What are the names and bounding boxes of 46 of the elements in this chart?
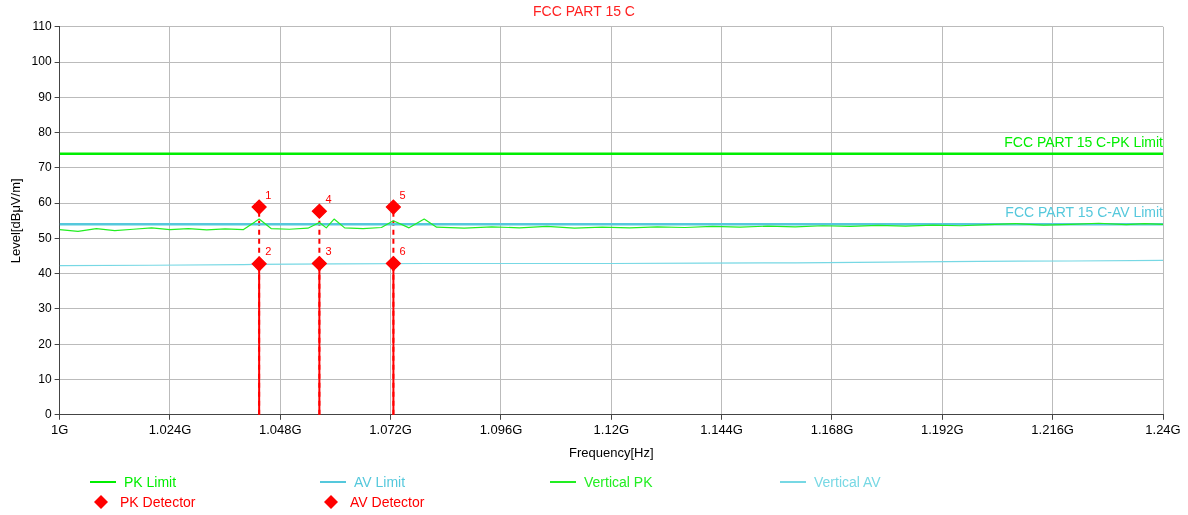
- y-tick-label: 20: [38, 336, 52, 351]
- y-tick-label: 90: [38, 89, 52, 104]
- y-tick-label: 60: [38, 195, 52, 210]
- y-axis-title: Level[dBμV/m]: [8, 178, 24, 264]
- point: [311, 203, 327, 219]
- x-tick-label: 1.048G: [258, 422, 302, 438]
- x-tick-label: 1.24G: [1145, 422, 1181, 438]
- y-tick-label: 0: [44, 407, 52, 422]
- annotation: FCC PART 15 C-PK Limit: [1004, 133, 1164, 150]
- legend-label: Vertical AV: [813, 474, 882, 490]
- x-axis-title: Frequency[Hz]: [569, 444, 654, 460]
- annotation: 4: [325, 192, 332, 205]
- point: [251, 256, 267, 272]
- chart-title: FCC PART 15 C: [533, 3, 635, 20]
- y-tick-label: 50: [38, 230, 52, 245]
- legend-label: Vertical PK: [583, 474, 654, 490]
- x-tick-label: 1.192G: [921, 422, 964, 438]
- legend-label: AV Limit: [353, 474, 407, 490]
- x-tick-label: 1.12G: [593, 422, 630, 438]
- y-tick-label: 40: [38, 266, 52, 281]
- legend-label: AV Detector: [349, 494, 426, 510]
- annotation: FCC PART 15 C-AV Limit: [1005, 204, 1164, 221]
- y-tick-label: 110: [32, 19, 52, 34]
- x-tick-label: 1.144G: [700, 422, 743, 438]
- point: [385, 255, 401, 272]
- y-tick-label: 30: [38, 301, 52, 316]
- legend-label: PK Limit: [123, 474, 178, 490]
- x-tick-label: 1G: [50, 422, 69, 438]
- annotation: 1: [265, 188, 272, 201]
- x-tick-label: 1.024G: [148, 422, 192, 438]
- y-tick-label: 10: [38, 371, 52, 386]
- annotation: 2: [265, 245, 272, 258]
- point: [251, 199, 267, 215]
- legend-label: PK Detector: [119, 494, 197, 510]
- point: [385, 199, 401, 215]
- annotation: 5: [399, 188, 406, 201]
- x-tick-label: 1.096G: [479, 422, 523, 438]
- y-tick-label: 70: [38, 160, 52, 175]
- annotation: 6: [399, 245, 406, 258]
- annotation: 3: [325, 245, 332, 258]
- x-tick-label: 1.072G: [369, 422, 412, 438]
- y-tick-label: 100: [31, 54, 52, 69]
- y-tick-label: 80: [38, 124, 52, 139]
- point: [311, 255, 327, 272]
- x-tick-label: 1.216G: [1031, 422, 1074, 438]
- x-tick-label: 1.168G: [810, 422, 854, 438]
